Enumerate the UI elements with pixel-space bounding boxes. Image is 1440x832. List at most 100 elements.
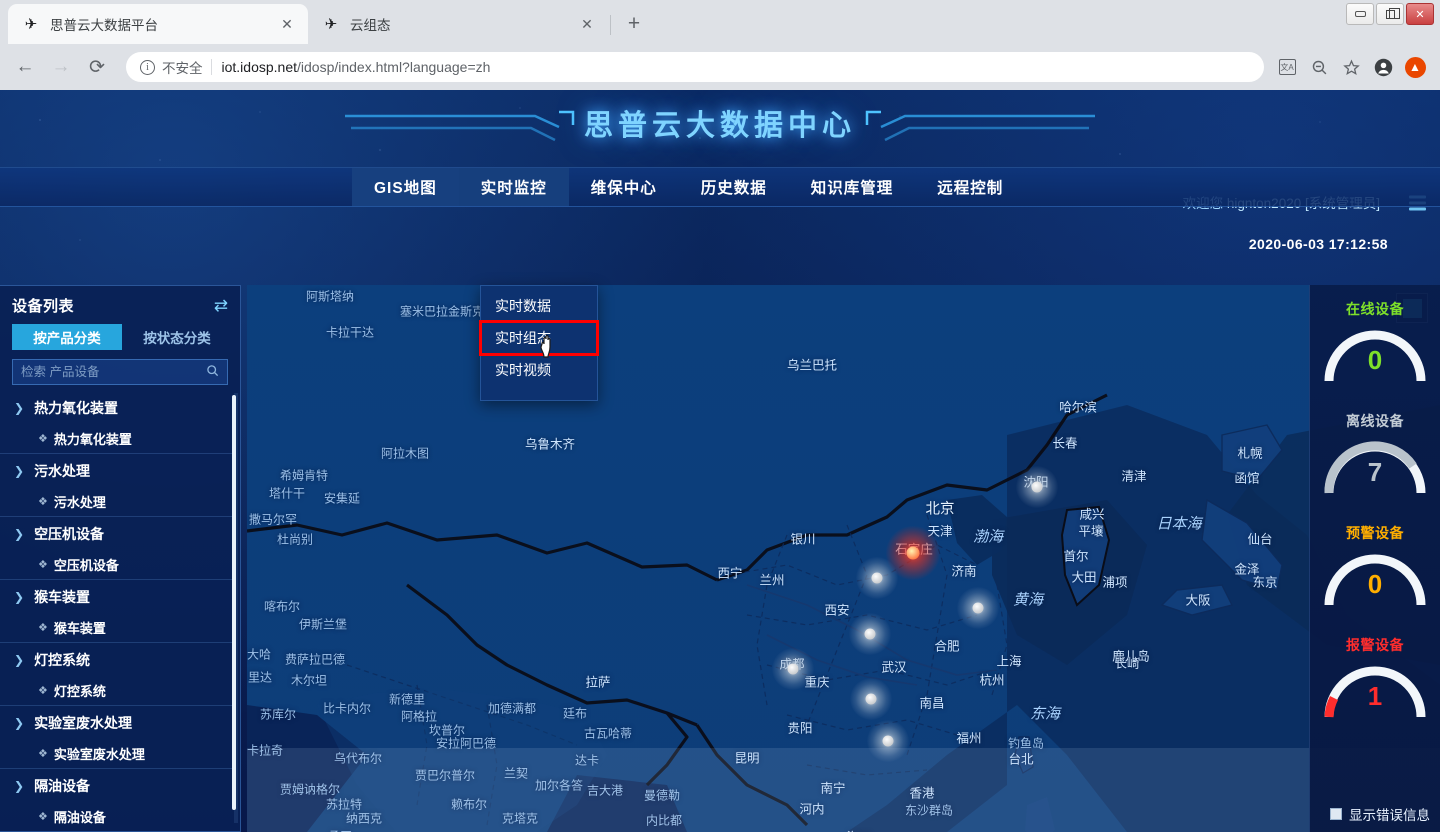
search-input[interactable] — [21, 365, 206, 379]
chevron-down-icon: ❯ — [14, 652, 25, 667]
map-marker-offline[interactable] — [1016, 466, 1058, 508]
map-marker-dot — [871, 572, 883, 584]
chevron-down-icon: ❯ — [14, 526, 25, 541]
profile-avatar-icon[interactable] — [1368, 52, 1398, 82]
menu-item-realtime-scada[interactable]: 实时组态 — [479, 320, 599, 356]
map-marker-alarm[interactable] — [886, 526, 940, 580]
nav-item-maintenance[interactable]: 维保中心 — [590, 180, 657, 197]
map-marker-offline[interactable] — [850, 678, 892, 720]
sidebar-scrollbar-thumb[interactable] — [232, 395, 236, 810]
back-button[interactable]: ← — [15, 56, 35, 77]
gauge-alarm: 报警设备 1 — [1310, 621, 1440, 733]
swap-arrows-icon[interactable]: ⇄ — [213, 295, 228, 315]
device-item[interactable]: ❖ 热力氧化装置 — [0, 424, 232, 453]
map-marker-dot — [972, 602, 984, 614]
tab-title: 思普云大数据平台 — [50, 18, 158, 33]
device-item[interactable]: ❖ 污水处理 — [0, 487, 232, 516]
address-bar[interactable]: i 不安全 iot.idosp.net/idosp/index.html?lan… — [126, 52, 1264, 82]
nav-item-knowledge[interactable]: 知识库管理 — [810, 180, 894, 197]
sidebar-title: 设备列表 — [12, 297, 75, 315]
menu-item-realtime-video[interactable]: 实时视频 — [495, 362, 551, 378]
extension-icon[interactable]: ▲ — [1400, 52, 1430, 82]
nav-item-realtime-monitor[interactable]: 实时监控 — [458, 168, 569, 206]
nav-item-history[interactable]: 历史数据 — [700, 180, 767, 197]
gauge-offline: 离线设备 7 — [1310, 397, 1440, 509]
show-error-label: 显示错误信息 — [1349, 808, 1430, 823]
tab-close-icon[interactable]: ✕ — [281, 15, 293, 32]
device-item[interactable]: ❖ 空压机设备 — [0, 550, 232, 579]
device-item-label: 隔油设备 — [53, 810, 106, 825]
window-close-button[interactable]: ✕ — [1406, 3, 1434, 25]
gauge-warning: 预警设备 0 — [1310, 509, 1440, 621]
gauge-title: 预警设备 — [1346, 525, 1404, 541]
device-item-label: 猴车装置 — [53, 621, 106, 636]
device-item-label: 热力氧化装置 — [53, 432, 132, 447]
gauge-arc: 0 — [1321, 547, 1429, 609]
device-group-label: 隔油设备 — [34, 777, 91, 794]
nav-item-remote[interactable]: 远程控制 — [937, 180, 1004, 197]
gis-map[interactable]: 阿斯塔纳 塞米巴拉金斯克 卡拉干达 乌兰巴托 乌鲁木齐 阿拉木图 希姆肯特 塔什干 安集延 撒马尔… — [247, 285, 1440, 832]
site-info-icon[interactable]: i — [140, 59, 155, 75]
map-marker-offline[interactable] — [849, 613, 891, 655]
zoom-out-icon[interactable] — [1304, 52, 1334, 82]
browser-tab-0[interactable]: ✈ 思普云大数据平台 ✕ — [8, 4, 308, 44]
nav-item-gis-map[interactable]: GIS地图 — [352, 168, 459, 206]
device-item[interactable]: ❖ 猴车装置 — [0, 613, 232, 642]
gauge-arc: 1 — [1321, 659, 1429, 721]
device-group-header[interactable]: ❯ 隔油设备 — [0, 769, 232, 802]
bookmark-star-icon[interactable] — [1336, 52, 1366, 82]
device-status-icon: ❖ — [38, 433, 48, 445]
tab-by-product[interactable]: 按产品分类 — [12, 324, 122, 350]
tab-close-icon[interactable]: ✕ — [581, 15, 593, 32]
device-item[interactable]: ❖ 隔油设备 — [0, 802, 232, 831]
map-marker-offline[interactable] — [772, 648, 814, 690]
map-marker-offline[interactable] — [867, 720, 909, 762]
sidebar-scrollbar-track[interactable] — [232, 393, 238, 823]
show-error-checkbox[interactable]: 显示错误信息 — [1330, 804, 1430, 824]
device-group-list[interactable]: ❯ 热力氧化装置 ❖ 热力氧化装置 ❯ 污水处理 ❖ 污水处理 — [0, 391, 240, 831]
device-group: ❯ 灯控系统 ❖ 灯控系统 — [0, 642, 232, 705]
chevron-down-icon: ❯ — [14, 778, 25, 793]
toolbar-icons: 文A ▲ — [1272, 52, 1430, 82]
tab-favicon-icon: ✈ — [24, 16, 38, 33]
window-restore-button[interactable] — [1376, 3, 1404, 25]
realtime-monitor-dropdown: 实时数据 实时组态 实时视频 — [479, 285, 599, 401]
device-group-header[interactable]: ❯ 污水处理 — [0, 454, 232, 487]
window-minimize-button[interactable] — [1346, 3, 1374, 25]
reload-button[interactable]: ⟳ — [89, 56, 105, 78]
forward-button[interactable]: → — [51, 56, 71, 77]
tab-by-status[interactable]: 按状态分类 — [143, 331, 211, 346]
device-item[interactable]: ❖ 实验室废水处理 — [0, 739, 232, 768]
gauge-value: 1 — [1367, 681, 1383, 711]
mouse-cursor-icon — [540, 334, 551, 358]
map-marker-offline[interactable] — [957, 587, 999, 629]
gauge-value: 0 — [1367, 569, 1383, 599]
device-group-label: 空压机设备 — [34, 525, 105, 542]
browser-tab-1[interactable]: ✈ 云组态 ✕ — [308, 4, 608, 44]
search-icon[interactable] — [206, 364, 219, 380]
device-group: ❯ 污水处理 ❖ 污水处理 — [0, 453, 232, 516]
menu-item-realtime-data[interactable]: 实时数据 — [495, 298, 551, 314]
new-tab-button[interactable]: + — [627, 12, 641, 35]
device-group-header[interactable]: ❯ 猴车装置 — [0, 580, 232, 613]
sidebar-search[interactable] — [12, 359, 228, 385]
device-status-icon: ❖ — [38, 622, 48, 634]
device-group-header[interactable]: ❯ 灯控系统 — [0, 643, 232, 676]
main-nav: GIS地图 实时监控 维保中心 历史数据 知识库管理 远程控制 — [0, 167, 1440, 207]
device-item[interactable]: ❖ 灯控系统 — [0, 676, 232, 705]
device-status-icon: ❖ — [38, 811, 48, 823]
map-marker-dot — [1031, 481, 1043, 493]
device-group-header[interactable]: ❯ 热力氧化装置 — [0, 391, 232, 424]
device-status-icon: ❖ — [38, 496, 48, 508]
translate-icon[interactable]: 文A — [1272, 52, 1302, 82]
device-group-label: 灯控系统 — [34, 651, 91, 668]
map-marker-dot — [787, 663, 799, 675]
map-marker-dot — [906, 546, 920, 560]
gauge-value: 0 — [1367, 345, 1383, 375]
map-marker-dot — [882, 735, 894, 747]
device-group-header[interactable]: ❯ 实验室废水处理 — [0, 706, 232, 739]
device-group-header[interactable]: ❯ 空压机设备 — [0, 517, 232, 550]
gauge-title: 离线设备 — [1346, 413, 1404, 429]
app-banner: 思普云大数据中心 欢迎您 hignton2020 [系统管理员] 2020-06… — [0, 90, 1440, 252]
checkbox-box[interactable] — [1330, 808, 1342, 820]
